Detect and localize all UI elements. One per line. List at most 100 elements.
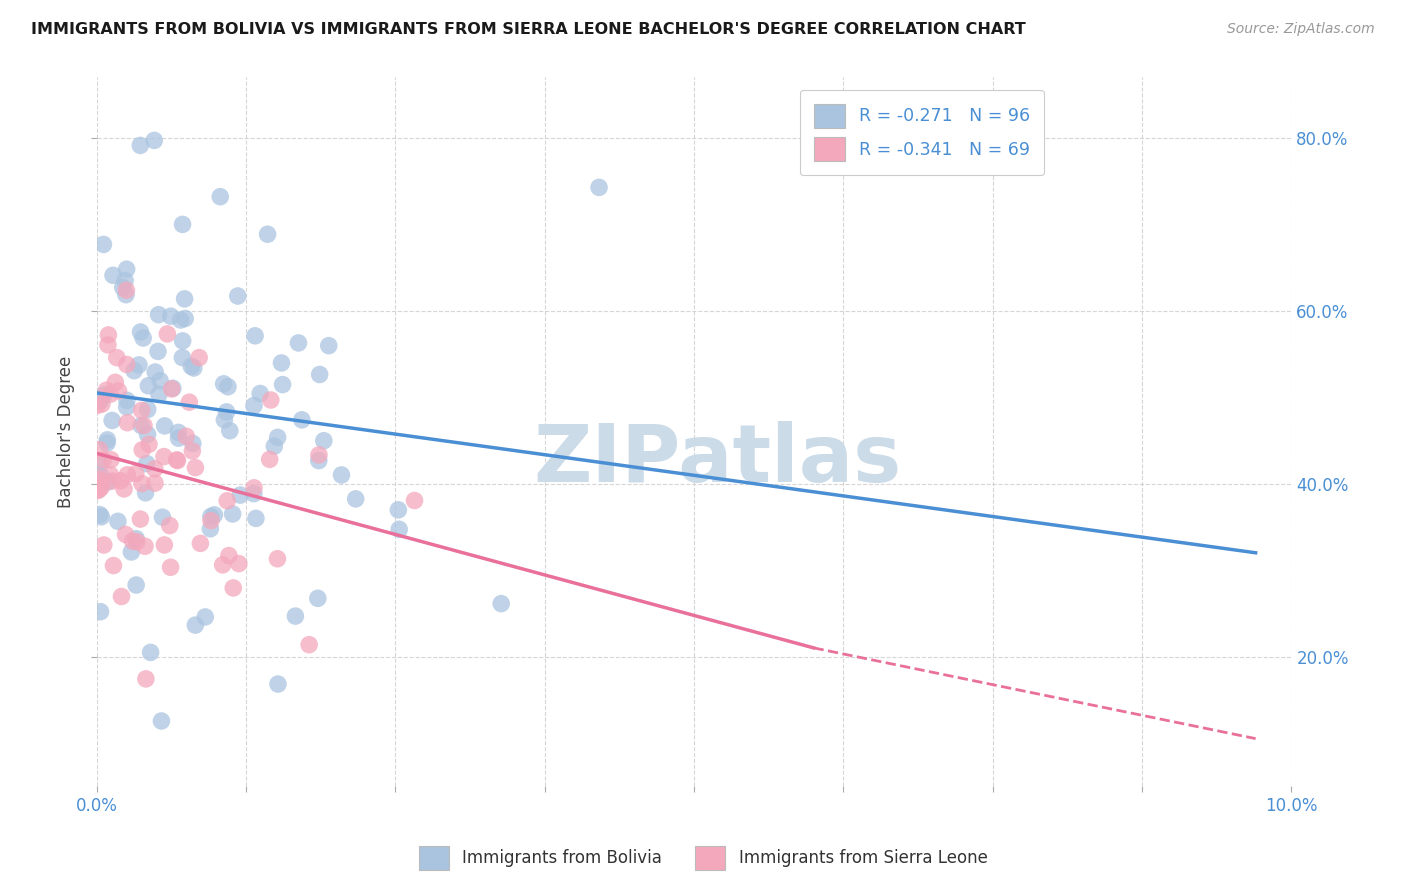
Point [298,638,321,652]
Point [90,474,112,488]
Point [181,436,204,450]
Point [148,308,170,322]
Point [387,503,409,517]
Point [86,483,108,498]
Point [194,610,217,624]
Point [148,387,170,401]
Point [132,331,155,345]
Point [105,351,128,365]
Point [97,338,120,352]
Point [291,413,314,427]
Point [100,467,122,482]
Point [160,382,183,396]
Point [125,532,148,546]
Point [211,558,233,572]
Point [93,453,115,467]
Point [114,274,136,288]
Point [115,400,138,414]
Point [180,359,202,374]
Point [152,510,174,524]
Point [284,609,307,624]
Point [218,549,240,563]
Point [159,518,181,533]
Point [93,237,115,252]
Point [89,483,111,497]
Point [243,328,266,343]
Point [143,133,166,147]
Point [89,468,111,483]
Point [132,418,155,433]
Point [243,399,266,413]
Point [131,442,153,457]
Point [115,358,138,372]
Point [153,450,176,464]
Point [93,388,115,402]
Point [200,509,222,524]
Point [138,378,160,392]
Point [129,325,152,339]
Point [135,672,157,686]
Point [103,558,125,573]
Point [221,507,243,521]
Point [249,386,271,401]
Point [143,476,166,491]
Point [174,429,197,443]
Point [149,374,172,388]
Point [104,376,127,390]
Point [184,618,207,632]
Point [200,514,222,528]
Point [179,395,201,409]
Point [214,413,236,427]
Point [270,356,292,370]
Point [101,268,124,283]
Point [101,413,124,427]
Point [156,326,179,341]
Point [173,292,195,306]
Point [318,338,340,352]
Point [266,430,288,444]
Point [215,405,238,419]
Point [98,387,121,401]
Point [243,481,266,495]
Point [97,475,120,489]
Point [166,453,188,467]
Point [125,534,148,549]
Point [169,313,191,327]
Point [172,218,194,232]
Point [96,436,118,450]
Point [121,534,143,549]
Point [308,453,330,467]
Point [110,590,132,604]
Point [266,551,288,566]
Point [183,361,205,376]
Point [330,467,353,482]
Point [228,557,250,571]
Point [89,442,111,457]
Point [308,448,330,462]
Point [135,485,157,500]
Point [267,677,290,691]
Point [181,444,204,458]
Point [125,467,148,481]
Point [89,605,111,619]
Point [107,384,129,398]
Point [150,714,173,728]
Point [139,645,162,659]
Point [172,351,194,365]
Point [260,392,283,407]
Point [97,327,120,342]
Point [86,399,108,413]
Point [117,467,139,482]
Point [222,581,245,595]
Point [129,418,152,433]
Point [112,482,135,496]
Point [159,309,181,323]
Point [245,511,267,525]
Point [209,190,232,204]
Point [271,377,294,392]
Point [101,474,124,488]
Point [86,469,108,483]
Y-axis label: Bachelor's Degree: Bachelor's Degree [58,356,75,508]
Point [110,474,132,488]
Text: ZIPatlas: ZIPatlas [534,421,903,500]
